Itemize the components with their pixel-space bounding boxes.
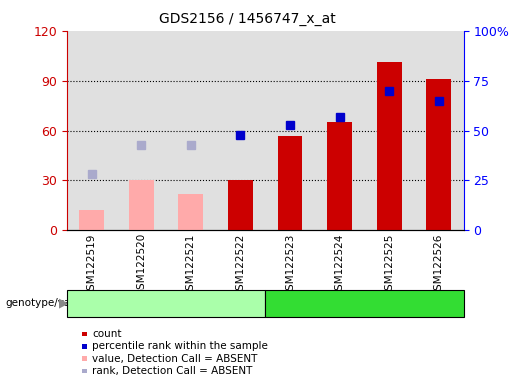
Bar <box>129 180 153 230</box>
Bar <box>278 136 302 230</box>
Text: ▶: ▶ <box>59 297 69 310</box>
Bar <box>116 31 166 230</box>
Text: value, Detection Call = ABSENT: value, Detection Call = ABSENT <box>93 354 258 364</box>
Text: wild type: wild type <box>139 297 193 310</box>
Bar <box>327 122 352 230</box>
Text: BRG1 depleted: BRG1 depleted <box>315 297 414 310</box>
Bar <box>228 180 253 230</box>
Text: count: count <box>93 329 122 339</box>
Bar <box>67 31 116 230</box>
Bar <box>166 31 216 230</box>
Text: genotype/variation: genotype/variation <box>5 298 104 308</box>
Bar <box>414 31 464 230</box>
Bar <box>216 31 265 230</box>
Bar <box>365 31 414 230</box>
Text: GDS2156 / 1456747_x_at: GDS2156 / 1456747_x_at <box>159 12 336 25</box>
Bar <box>179 194 203 230</box>
Bar <box>377 62 402 230</box>
Bar <box>315 31 365 230</box>
Text: percentile rank within the sample: percentile rank within the sample <box>93 341 268 351</box>
Bar <box>79 210 104 230</box>
Bar <box>265 31 315 230</box>
Bar <box>426 79 451 230</box>
Text: rank, Detection Call = ABSENT: rank, Detection Call = ABSENT <box>93 366 253 376</box>
